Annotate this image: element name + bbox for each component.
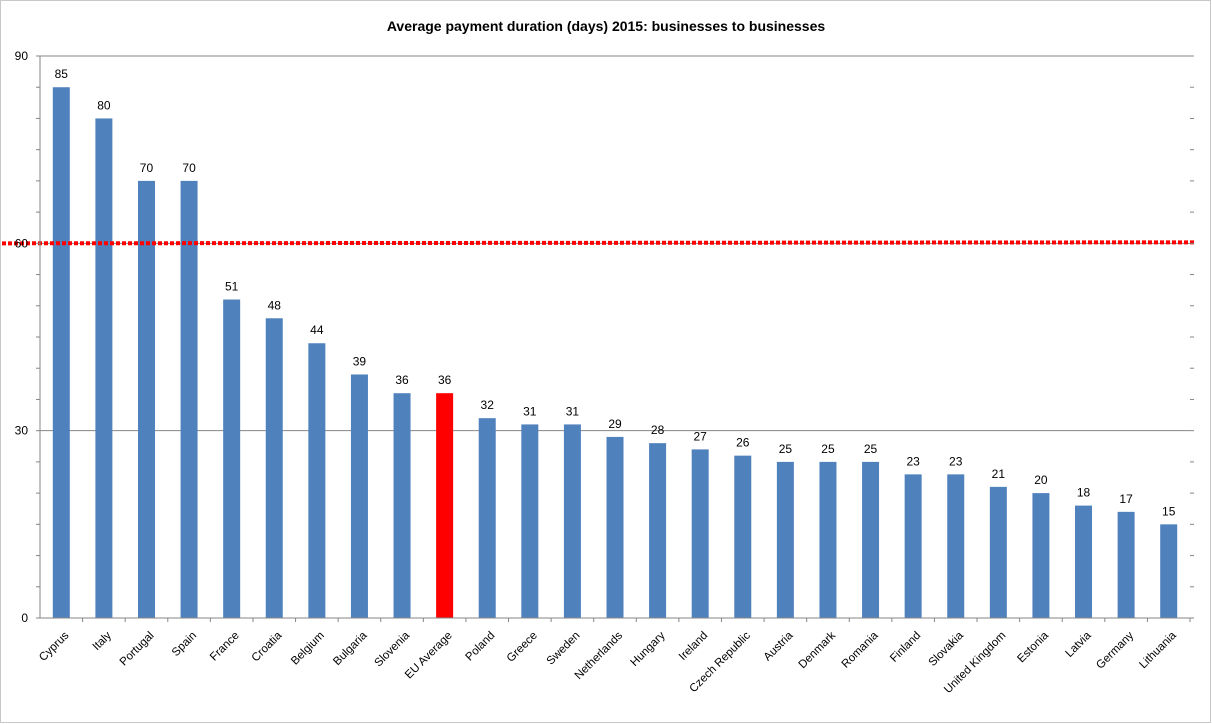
data-label: 85 bbox=[55, 67, 69, 81]
x-tick-label: Croatia bbox=[250, 629, 285, 664]
bar bbox=[393, 393, 411, 618]
x-tick-label: Slovakia bbox=[927, 629, 967, 669]
x-tick-label: Slovenia bbox=[372, 629, 412, 669]
data-label: 26 bbox=[736, 436, 750, 450]
bar bbox=[1160, 524, 1178, 618]
data-label: 20 bbox=[1034, 473, 1048, 487]
bar bbox=[180, 180, 198, 618]
data-label: 36 bbox=[395, 373, 409, 387]
y-tick-label: 30 bbox=[15, 424, 29, 438]
data-label: 36 bbox=[438, 373, 452, 387]
x-tick-label: Austria bbox=[762, 629, 796, 663]
bar bbox=[563, 424, 581, 618]
data-label: 25 bbox=[779, 442, 793, 456]
x-tick-label: Finland bbox=[888, 630, 923, 665]
data-label: 23 bbox=[906, 454, 920, 468]
data-label: 17 bbox=[1119, 492, 1133, 506]
x-tick-label: Romania bbox=[840, 629, 881, 670]
bar bbox=[734, 455, 752, 618]
data-label: 39 bbox=[353, 354, 367, 368]
y-tick-label: 90 bbox=[15, 49, 29, 63]
data-label: 44 bbox=[310, 323, 324, 337]
x-tick-label: Hungary bbox=[628, 629, 667, 668]
bar bbox=[52, 87, 70, 618]
x-tick-label: Bulgaria bbox=[331, 629, 370, 668]
bar bbox=[947, 474, 965, 618]
data-label: 32 bbox=[481, 398, 495, 412]
bar bbox=[95, 118, 113, 618]
y-tick-label: 60 bbox=[15, 236, 29, 250]
data-label: 23 bbox=[949, 454, 963, 468]
bar bbox=[350, 374, 368, 618]
x-tick-label: Italy bbox=[91, 629, 115, 653]
data-label: 31 bbox=[523, 404, 537, 418]
bar bbox=[308, 343, 326, 618]
bar bbox=[521, 424, 539, 618]
data-label: 28 bbox=[651, 423, 665, 437]
x-tick-label: Sweden bbox=[545, 630, 583, 668]
bar-highlight bbox=[436, 393, 454, 618]
bar bbox=[1117, 511, 1135, 618]
x-tick-label: Poland bbox=[464, 630, 498, 664]
x-tick-label: Greece bbox=[505, 630, 540, 665]
y-tick-label: 0 bbox=[21, 611, 28, 625]
chart-title: Average payment duration (days) 2015: bu… bbox=[386, 18, 826, 34]
x-tick-label: Cyprus bbox=[37, 629, 71, 663]
data-label: 70 bbox=[140, 161, 154, 175]
x-tick-label: Denmark bbox=[797, 629, 839, 671]
bar bbox=[1032, 493, 1050, 618]
data-label: 18 bbox=[1077, 486, 1091, 500]
bar bbox=[989, 486, 1007, 618]
bar bbox=[862, 461, 880, 618]
data-label: 51 bbox=[225, 280, 239, 294]
x-tick-label: Belgium bbox=[289, 630, 327, 668]
bar bbox=[606, 436, 624, 618]
x-tick-label: Estonia bbox=[1015, 629, 1051, 665]
data-label: 48 bbox=[268, 298, 282, 312]
data-label: 25 bbox=[821, 442, 835, 456]
data-label: 29 bbox=[608, 417, 622, 431]
x-tick-label: Lithuania bbox=[1137, 629, 1179, 671]
bar bbox=[1075, 505, 1093, 618]
data-label: 80 bbox=[97, 98, 111, 112]
x-tick-label: France bbox=[208, 630, 242, 664]
data-label: 27 bbox=[694, 429, 708, 443]
data-label: 31 bbox=[566, 404, 580, 418]
data-label: 70 bbox=[182, 161, 196, 175]
bar bbox=[649, 443, 667, 618]
bar bbox=[691, 449, 709, 618]
bar bbox=[223, 299, 241, 618]
bar bbox=[776, 461, 794, 618]
x-tick-label: Spain bbox=[170, 630, 199, 659]
bar bbox=[137, 180, 155, 618]
data-label: 21 bbox=[992, 467, 1006, 481]
bar bbox=[478, 418, 496, 618]
reference-line bbox=[1, 240, 1197, 246]
x-tick-label: Ireland bbox=[677, 630, 710, 663]
data-label: 25 bbox=[864, 442, 878, 456]
x-tick-label: Latvia bbox=[1063, 629, 1094, 660]
x-tick-label: Germany bbox=[1094, 629, 1136, 671]
bar bbox=[819, 461, 837, 618]
x-tick-label: Portugal bbox=[118, 630, 157, 669]
data-label: 15 bbox=[1162, 504, 1176, 518]
bar bbox=[904, 474, 922, 618]
bar bbox=[265, 318, 283, 618]
